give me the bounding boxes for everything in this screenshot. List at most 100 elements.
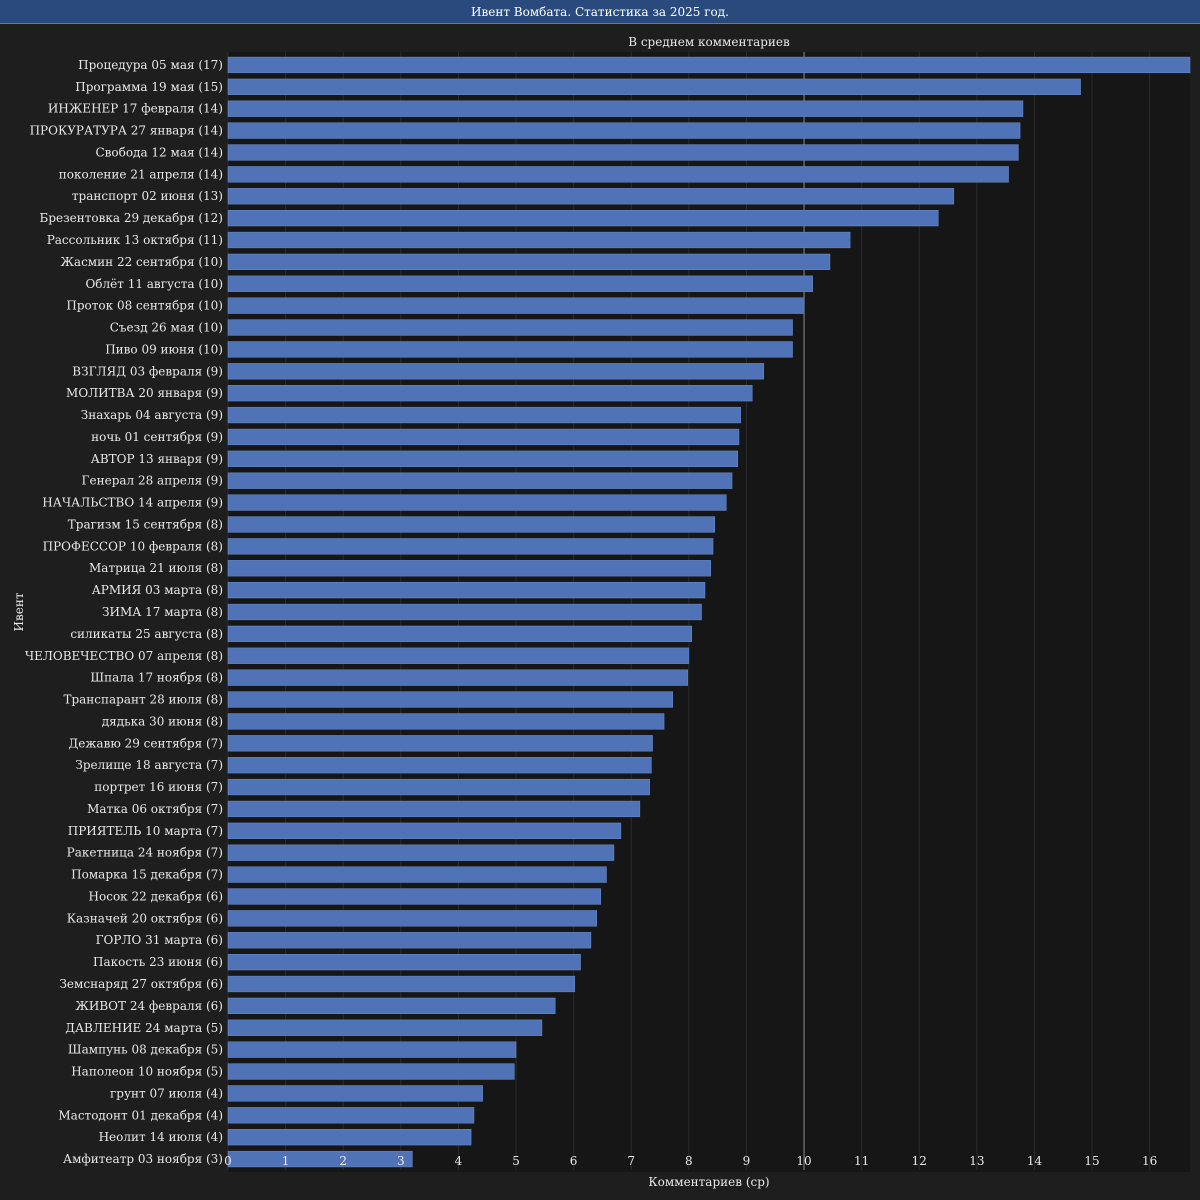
bar: [227, 122, 1021, 139]
bar: [227, 757, 652, 774]
bar: [227, 844, 615, 861]
category-label: ЗИМА 17 марта (8): [102, 605, 223, 619]
x-tick-label: 3: [397, 1154, 405, 1168]
x-tick-label: 12: [912, 1154, 927, 1168]
bar: [227, 647, 690, 664]
bars-group: [227, 56, 1191, 1168]
window-title: Ивент Вомбата. Статистика за 2025 год.: [471, 5, 729, 19]
bar: [227, 188, 955, 205]
category-label: Зрелище 18 августа (7): [75, 758, 223, 772]
category-label: Шампунь 08 декабря (5): [68, 1043, 223, 1057]
bar: [227, 669, 688, 686]
x-tick-labels: 0 1 2 3 4 5 6 7 8 9 10 11 12 13 14 15 16: [224, 1154, 1157, 1168]
bar: [227, 209, 939, 227]
bar: [227, 1107, 475, 1124]
bar: [227, 428, 740, 446]
category-label: Облёт 11 августа (10): [85, 277, 223, 291]
x-tick-label: 5: [512, 1154, 520, 1168]
bar: [227, 953, 581, 971]
bar: [227, 450, 739, 467]
x-tick-label: 4: [455, 1154, 463, 1168]
category-label: Амфитеатр 03 ноября (3): [63, 1152, 223, 1166]
category-label: НАЧАЛЬСТВО 14 апреля (9): [42, 496, 223, 510]
category-label: Мастодонт 01 декабря (4): [58, 1108, 223, 1122]
x-tick-label: 14: [1027, 1154, 1043, 1168]
bar: [227, 78, 1081, 95]
category-label: Матка 06 октября (7): [87, 802, 223, 816]
bar: [227, 406, 741, 424]
category-label: Дежавю 29 сентября (7): [69, 736, 223, 750]
x-tick-label: 10: [796, 1154, 811, 1168]
bar: [227, 713, 665, 730]
bar: [227, 494, 727, 511]
x-tick-label: 1: [282, 1154, 290, 1168]
x-tick-label: 8: [685, 1154, 693, 1168]
bar: [227, 1019, 543, 1036]
bar: [227, 144, 1019, 161]
bar: [227, 822, 622, 839]
bar: [227, 341, 793, 358]
category-label: ПРОФЕССОР 10 февраля (8): [43, 539, 223, 553]
category-label: Брезентовка 29 декабря (12): [40, 211, 224, 225]
category-label: ПРОКУРАТУРА 27 января (14): [30, 124, 223, 138]
x-axis-label: Комментариев (ср): [648, 1175, 769, 1189]
category-label: Трагизм 15 сентября (8): [68, 517, 223, 531]
category-label: Помарка 15 декабря (7): [71, 868, 223, 882]
bar: [227, 1150, 413, 1168]
bar: [227, 472, 733, 489]
bar-chart: Процедура 05 мая (17) Программа 19 мая (1…: [12, 35, 1191, 1189]
category-label: Свобода 12 мая (14): [95, 145, 223, 159]
category-label: поколение 21 апреля (14): [59, 167, 223, 181]
category-label: МОЛИТВА 20 января (9): [66, 386, 223, 400]
x-tick-label: 9: [743, 1154, 751, 1168]
category-label: ПРИЯТЕЛЬ 10 марта (7): [68, 824, 223, 838]
category-label: Рассольник 13 октября (11): [47, 233, 223, 247]
bar: [227, 800, 641, 818]
category-labels: Процедура 05 мая (17) Программа 19 мая (1…: [25, 58, 223, 1166]
bar: [227, 778, 650, 796]
x-tick-label: 2: [339, 1154, 347, 1168]
bar: [227, 691, 673, 708]
bar: [227, 997, 556, 1015]
category-label: Проток 08 сентября (10): [66, 299, 223, 313]
category-label: Неолит 14 июля (4): [99, 1130, 223, 1144]
chart-title: В среднем комментариев: [628, 35, 790, 49]
bar: [227, 866, 607, 883]
category-label: Знахарь 04 августа (9): [81, 408, 223, 422]
bar: [227, 581, 706, 599]
category-label: Матрица 21 июля (8): [89, 561, 223, 575]
category-label: Пиво 09 июня (10): [105, 342, 223, 356]
category-label: ночь 01 сентября (9): [91, 430, 223, 444]
bar: [227, 56, 1191, 74]
category-label: Программа 19 мая (15): [75, 80, 223, 94]
category-label: ГОРЛО 31 марта (6): [96, 933, 223, 947]
x-tick-label: 13: [969, 1154, 984, 1168]
category-label: ЧЕЛОВЕЧЕСТВО 07 апреля (8): [25, 649, 223, 663]
bar: [227, 538, 714, 555]
category-label: ИНЖЕНЕР 17 февраля (14): [48, 102, 223, 116]
bar: [227, 1063, 515, 1080]
category-label: Съезд 26 мая (10): [110, 321, 223, 335]
bar: [227, 932, 592, 949]
bar: [227, 253, 831, 271]
bar: [227, 603, 702, 621]
bar: [227, 560, 711, 577]
x-tick-label: 15: [1084, 1154, 1099, 1168]
bar: [227, 910, 597, 927]
category-label: ЖИВОТ 24 февраля (6): [75, 999, 223, 1013]
category-label: дядька 30 июня (8): [102, 714, 223, 728]
bar: [227, 735, 653, 752]
bar: [227, 319, 793, 336]
category-label: Земснаряд 27 октября (6): [59, 977, 223, 991]
bar: [227, 1041, 517, 1058]
category-label: ДАВЛЕНИЕ 24 марта (5): [65, 1021, 223, 1035]
x-tick-label: 0: [224, 1154, 232, 1168]
category-label: Носок 22 декабря (6): [89, 889, 223, 903]
category-label: ВЗГЛЯД 03 февраля (9): [72, 364, 223, 378]
bar: [227, 888, 601, 905]
category-label: Процедура 05 мая (17): [78, 58, 223, 72]
category-label: силикаты 25 августа (8): [70, 627, 223, 641]
bar: [227, 275, 813, 292]
category-label: АРМИЯ 03 марта (8): [92, 583, 223, 597]
category-label: Пакость 23 июня (6): [93, 955, 223, 969]
